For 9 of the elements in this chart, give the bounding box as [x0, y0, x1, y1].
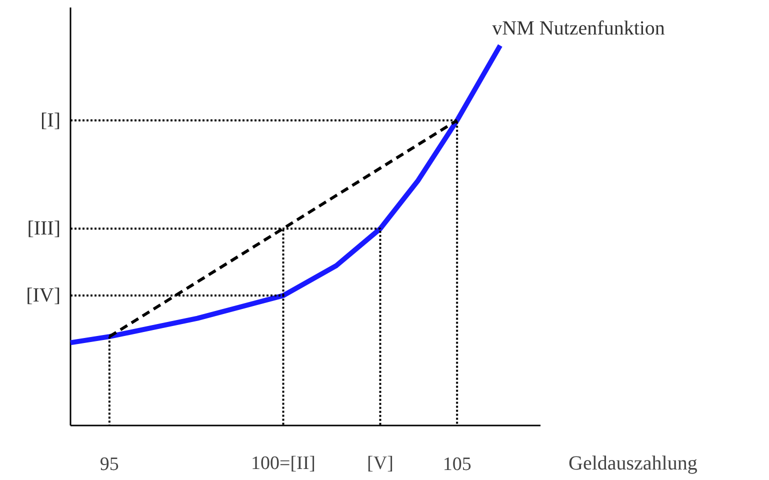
x-tick-label: 105 — [442, 454, 472, 475]
x-axis-title: Geldauszahlung — [568, 452, 698, 474]
x-tick-label: [V] — [367, 453, 394, 474]
series-label: [I] — [40, 109, 61, 132]
x-tick-label: 100=[II] — [250, 453, 316, 474]
x-tick-label: 95 — [100, 454, 119, 475]
series-label: [IV] — [26, 284, 61, 307]
series-label: vNM Nutzenfunktion — [492, 18, 665, 40]
series-label: [III] — [27, 218, 61, 240]
